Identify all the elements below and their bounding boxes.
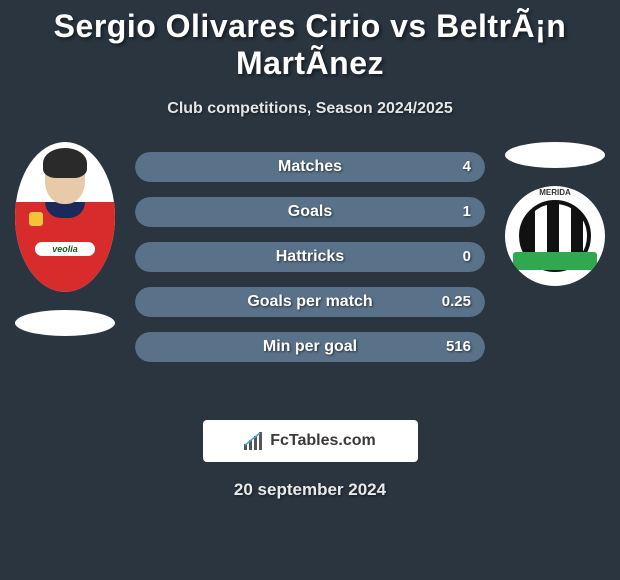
stat-value: 516 (446, 332, 471, 362)
stat-label: Hattricks (135, 242, 485, 272)
stat-value: 0 (463, 242, 471, 272)
stat-label: Goals per match (135, 287, 485, 317)
stat-value: 4 (463, 152, 471, 182)
left-player-column: veolia (5, 142, 125, 336)
site-logo-box: FcTables.com (203, 420, 418, 462)
page-title: Sergio Olivares Cirio vs BeltrÃ¡n MartÃ­… (0, 0, 620, 82)
stat-value: 1 (463, 197, 471, 227)
stat-row: Matches4 (135, 152, 485, 182)
stat-row: Goals per match0.25 (135, 287, 485, 317)
right-small-oval (505, 142, 605, 168)
footer-date: 20 september 2024 (0, 480, 620, 500)
page-subtitle: Club competitions, Season 2024/2025 (0, 100, 620, 118)
club-name-label: MERIDA (505, 188, 605, 197)
stat-label: Matches (135, 152, 485, 182)
stat-row: Goals1 (135, 197, 485, 227)
site-logo-text: FcTables.com (270, 432, 376, 450)
stat-row: Min per goal516 (135, 332, 485, 362)
stat-label: Goals (135, 197, 485, 227)
left-small-oval (15, 310, 115, 336)
stat-row: Hattricks0 (135, 242, 485, 272)
stats-list: Matches4Goals1Hattricks0Goals per match0… (135, 152, 485, 362)
stats-area: veolia MERIDA Matches4 Goals1 Hattricks0 Go… (0, 142, 620, 402)
right-player-column: MERIDA (495, 142, 615, 286)
jersey-sponsor: veolia (35, 242, 95, 256)
left-player-photo: veolia (15, 142, 115, 292)
bar-icon (244, 432, 266, 450)
stat-value: 0.25 (442, 287, 471, 317)
stat-label: Min per goal (135, 332, 485, 362)
right-club-logo: MERIDA (505, 186, 605, 286)
